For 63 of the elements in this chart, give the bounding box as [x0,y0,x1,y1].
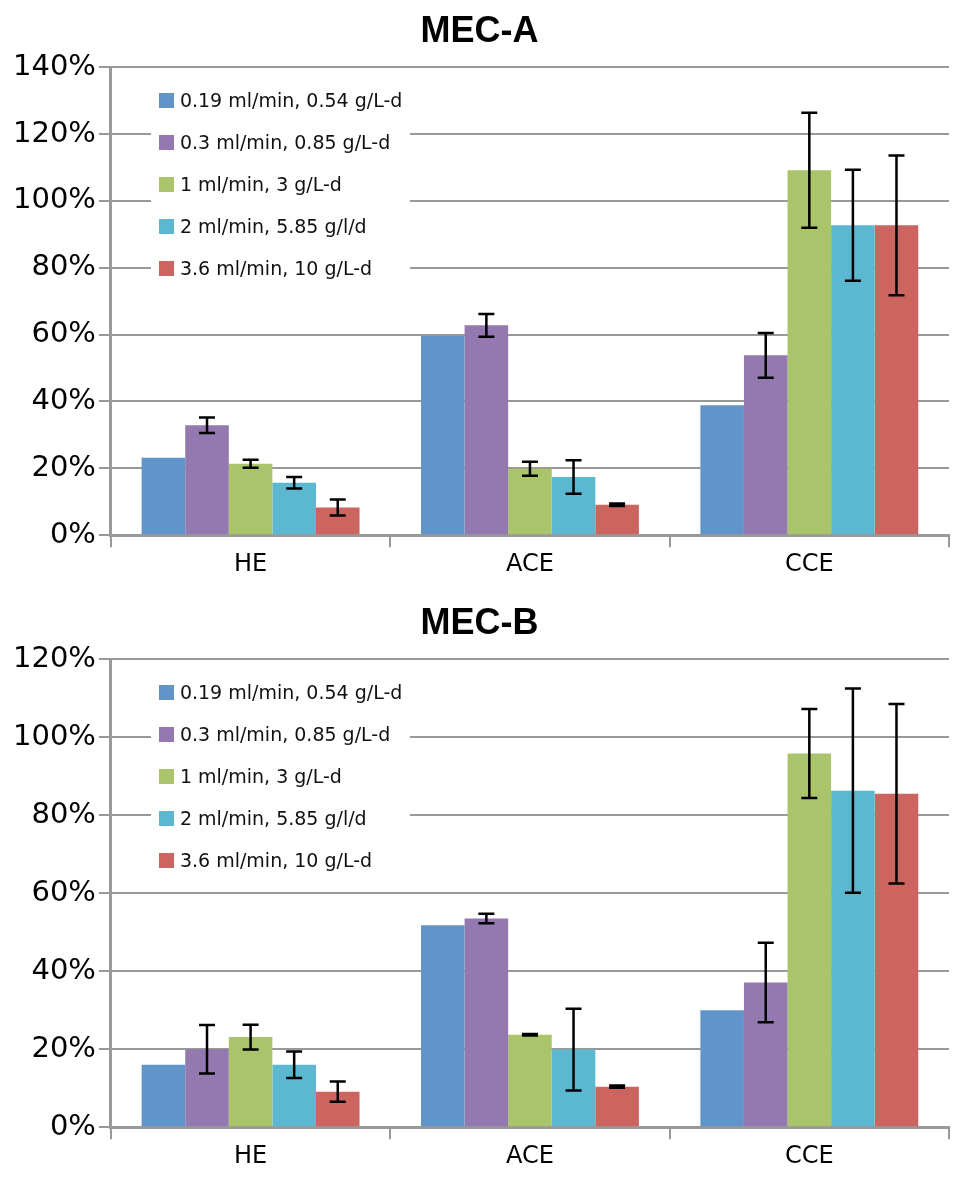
x-tick-label: CCE [784,1140,834,1169]
legend-label: 0.3 ml/min, 0.85 g/L-d [179,723,391,746]
x-tick-label: CCE [784,548,834,577]
bar [228,463,273,535]
bar [743,982,788,1127]
bar [787,170,832,535]
bar [421,335,465,535]
bar [874,225,919,535]
y-tick-label: 40% [31,951,96,986]
y-tick-label: 140% [12,47,96,82]
x-tick-label: ACE [505,1140,554,1169]
legend-label: 0.19 ml/min, 0.54 g/L-d [179,681,403,704]
legend-label: 3.6 ml/min, 10 g/L-d [179,849,373,872]
legend-label: 1 ml/min, 3 g/L-d [179,765,342,788]
legend-label: 2 ml/min, 5.85 g/l/d [179,215,367,238]
bar [831,225,875,535]
bar [508,468,552,535]
x-tick-label: HE [233,548,268,577]
y-tick-label: 100% [12,181,96,216]
bar [595,504,639,535]
y-tick-label: 0% [49,515,96,550]
y-tick-label: 100% [12,717,96,752]
x-tick-label: HE [233,1140,268,1169]
bar [787,753,832,1127]
legend-label: 0.19 ml/min, 0.54 g/L-d [179,89,403,112]
bar [743,355,788,535]
y-tick-label: 80% [31,795,96,830]
y-tick-label: 120% [12,639,96,674]
chart-title: MEC-A [420,8,539,50]
bar [141,457,186,535]
y-tick-label: 20% [31,448,96,483]
bar [595,1086,639,1127]
legend-label: 0.3 ml/min, 0.85 g/L-d [179,131,391,154]
bar [272,1064,316,1127]
y-tick-label: 40% [31,382,96,417]
bar [508,1034,552,1127]
bar [874,793,919,1127]
bar [228,1037,273,1127]
x-tick-label: ACE [505,548,554,577]
bar [315,507,360,535]
bar [551,1049,596,1127]
legend-label: 2 ml/min, 5.85 g/l/d [179,807,367,830]
bar [700,1010,744,1127]
bar [551,477,596,535]
legend-label: 1 ml/min, 3 g/L-d [179,173,342,196]
bar [315,1091,360,1127]
y-tick-label: 60% [31,873,96,908]
bar [421,925,465,1127]
bar [185,425,229,535]
y-tick-label: 20% [31,1029,96,1064]
bar [272,482,316,535]
bar [700,405,744,535]
bar [464,325,509,535]
y-tick-label: 60% [31,315,96,350]
bar [185,1049,229,1127]
bar [141,1064,186,1127]
legend-label: 3.6 ml/min, 10 g/L-d [179,257,373,280]
y-tick-label: 0% [49,1107,96,1142]
bar [831,790,875,1127]
chart-title: MEC-B [420,600,539,642]
y-tick-label: 80% [31,248,96,283]
y-tick-label: 120% [12,114,96,149]
bar [464,918,509,1127]
